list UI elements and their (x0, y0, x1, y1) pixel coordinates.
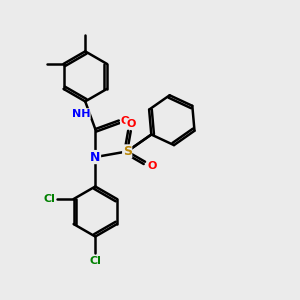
Text: Cl: Cl (89, 256, 101, 266)
Text: S: S (123, 145, 132, 158)
Text: N: N (90, 151, 101, 164)
Text: O: O (148, 161, 157, 171)
Text: O: O (126, 119, 136, 129)
Text: O: O (121, 116, 130, 125)
Text: NH: NH (72, 109, 90, 119)
Text: Cl: Cl (43, 194, 55, 204)
